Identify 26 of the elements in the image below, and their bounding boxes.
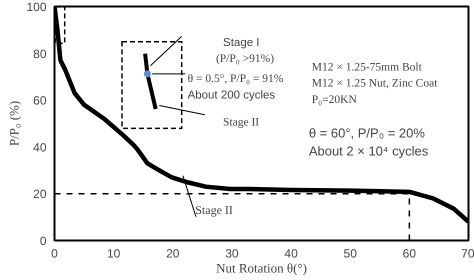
x-tick-label: 30 <box>225 246 239 260</box>
annotation: Stage II <box>195 203 233 218</box>
annotation: P₀=20KN <box>312 94 358 106</box>
annotation: Stage I <box>223 36 260 49</box>
x-tick-label: 50 <box>344 246 358 260</box>
y-tick-label: 60 <box>33 94 47 108</box>
y-tick-label: 80 <box>33 46 47 61</box>
y-tick-label: 100 <box>26 0 47 14</box>
y-tick-label: 20 <box>33 187 47 202</box>
annotation: M12 × 1.25-75mm Bolt <box>312 61 423 74</box>
x-tick-label: 70 <box>461 246 474 260</box>
x-tick-label: 60 <box>402 246 416 260</box>
x-tick-label: 40 <box>284 246 298 260</box>
y-axis-title: P/P₀ (%) <box>6 100 22 146</box>
annotation: θ = 60°, P/P₀ = 20% About 2 × 10⁴ cycles <box>308 126 429 159</box>
y-tick-label: 0 <box>40 234 47 248</box>
x-tick-label: 10 <box>106 246 121 260</box>
y-tick-label: 40 <box>33 140 47 154</box>
annotation: M12 × 1.25 Nut, Zinc Coat <box>312 78 438 90</box>
annotation: (P/P₀ >91%) <box>216 53 274 66</box>
x-axis-title: Nut Rotation θ(°) <box>216 260 307 276</box>
annotation: Stage II <box>223 116 260 128</box>
x-tick-label: 20 <box>166 246 180 260</box>
x-tick-label: 0 <box>51 246 58 260</box>
annotation: θ = 0.5°, P/P₀ = 91% <box>188 73 284 86</box>
annotation: About 200 cycles <box>188 89 276 102</box>
